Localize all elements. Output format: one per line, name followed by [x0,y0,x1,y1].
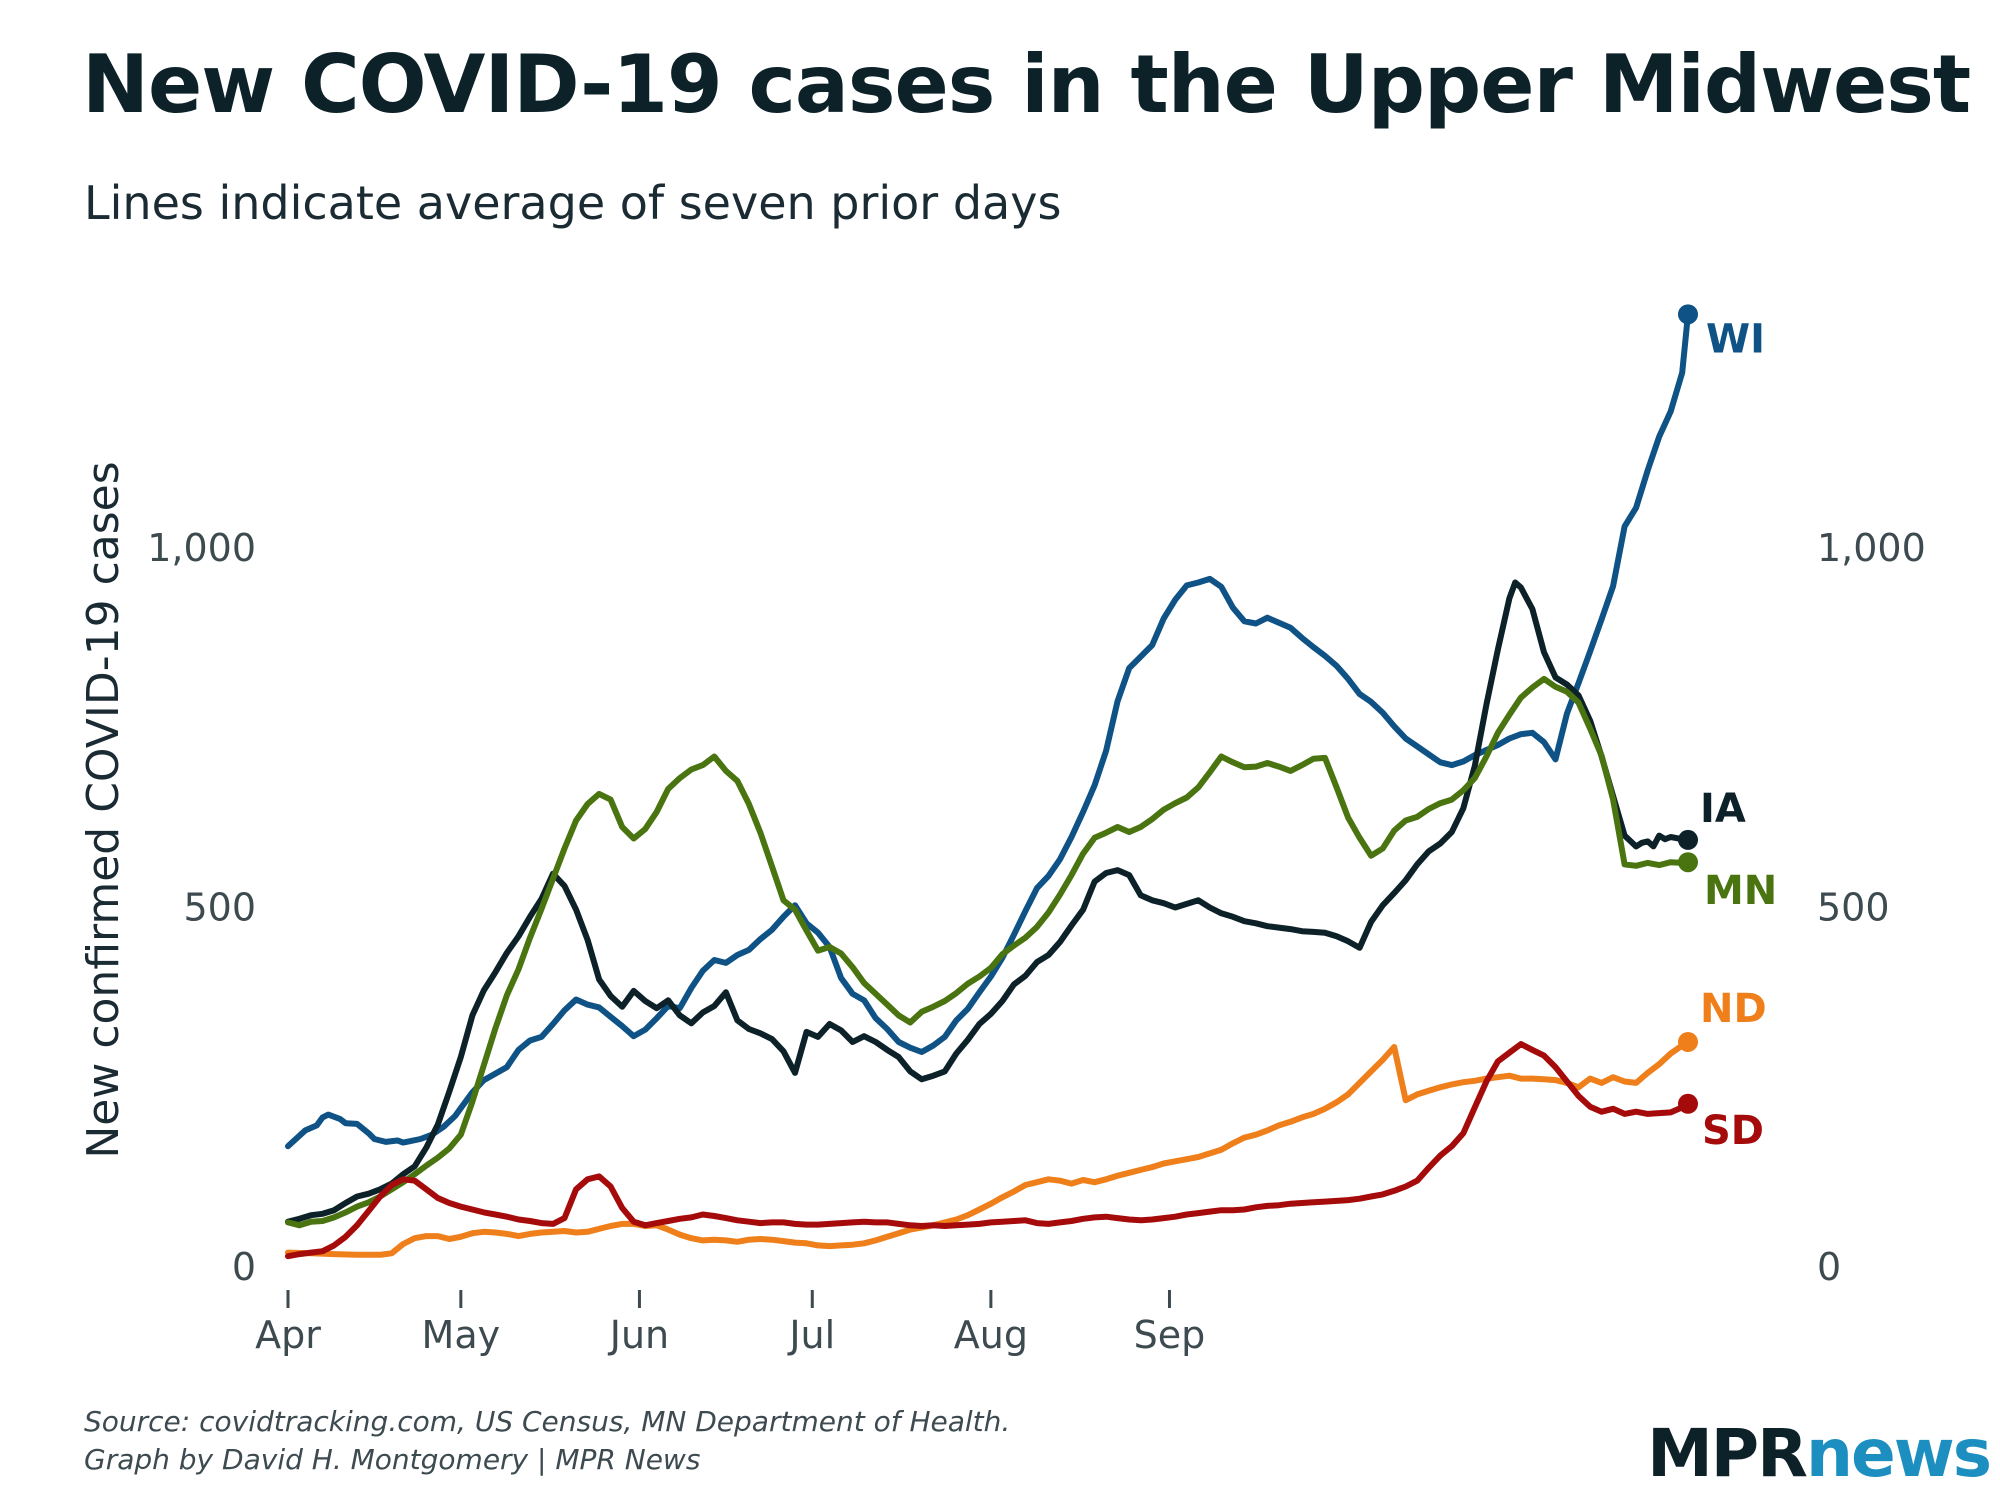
series-end-dot-mn [1678,852,1698,873]
series-label-nd: ND [1700,986,1767,1032]
y-tick-label-right: 1,000 [1817,526,1926,570]
series-label-sd: SD [1702,1108,1764,1154]
y-tick-label-right: 0 [1817,1245,1841,1289]
y-tick-label-left: 500 [183,886,256,930]
series-line-mn [285,675,1691,1229]
logo-part-mpr: MPR [1647,1415,1808,1492]
source-line-2: Graph by David H. Montgomery | MPR News [84,1443,701,1476]
axes: 0 0 500 500 1,000 1,000 Apr May Jun Jul Aug Sep [147,526,1926,1357]
logo-part-news: news [1805,1415,1992,1492]
chart-title: New COVID-19 cases in the Upper Midwest [82,38,1971,131]
series-label-wi: WI [1706,316,1765,362]
series-line-wi [285,311,1691,1150]
series-end-dot-nd [1678,1031,1698,1052]
series-label-ia: IA [1700,786,1746,832]
y-tick-label-left: 1,000 [147,526,256,570]
y-axis-label: New confirmed COVID-19 cases [78,461,129,1158]
series-label-mn: MN [1704,868,1777,914]
source-line-1: Source: covidtracking.com, US Census, MN… [84,1405,1011,1438]
series-end-dot-sd [1678,1093,1698,1114]
source-note: Source: covidtracking.com, US Census, MN… [84,1403,1010,1479]
x-tick-label: Jun [608,1313,669,1357]
series-end-dot-wi [1678,304,1698,325]
series-end-dot-ia [1678,829,1698,850]
chart-subtitle: Lines indicate average of seven prior da… [84,176,1062,230]
x-tick-label: Sep [1134,1313,1206,1357]
series-line-sd [285,1041,1691,1260]
mpr-news-logo: MPRnews [1647,1415,1992,1492]
x-tick-label: May [422,1313,501,1357]
y-tick-label-right: 500 [1817,886,1890,930]
series-line-ia [285,579,1691,1225]
series-lines [285,311,1691,1260]
series-line-nd [285,1039,1691,1258]
x-tick-label: Jul [787,1313,835,1357]
x-tick-label: Apr [255,1313,321,1357]
x-tick-label: Aug [954,1313,1028,1357]
y-tick-label-left: 0 [232,1245,256,1289]
series-end-markers: WI IA MN ND SD [1678,304,1777,1154]
